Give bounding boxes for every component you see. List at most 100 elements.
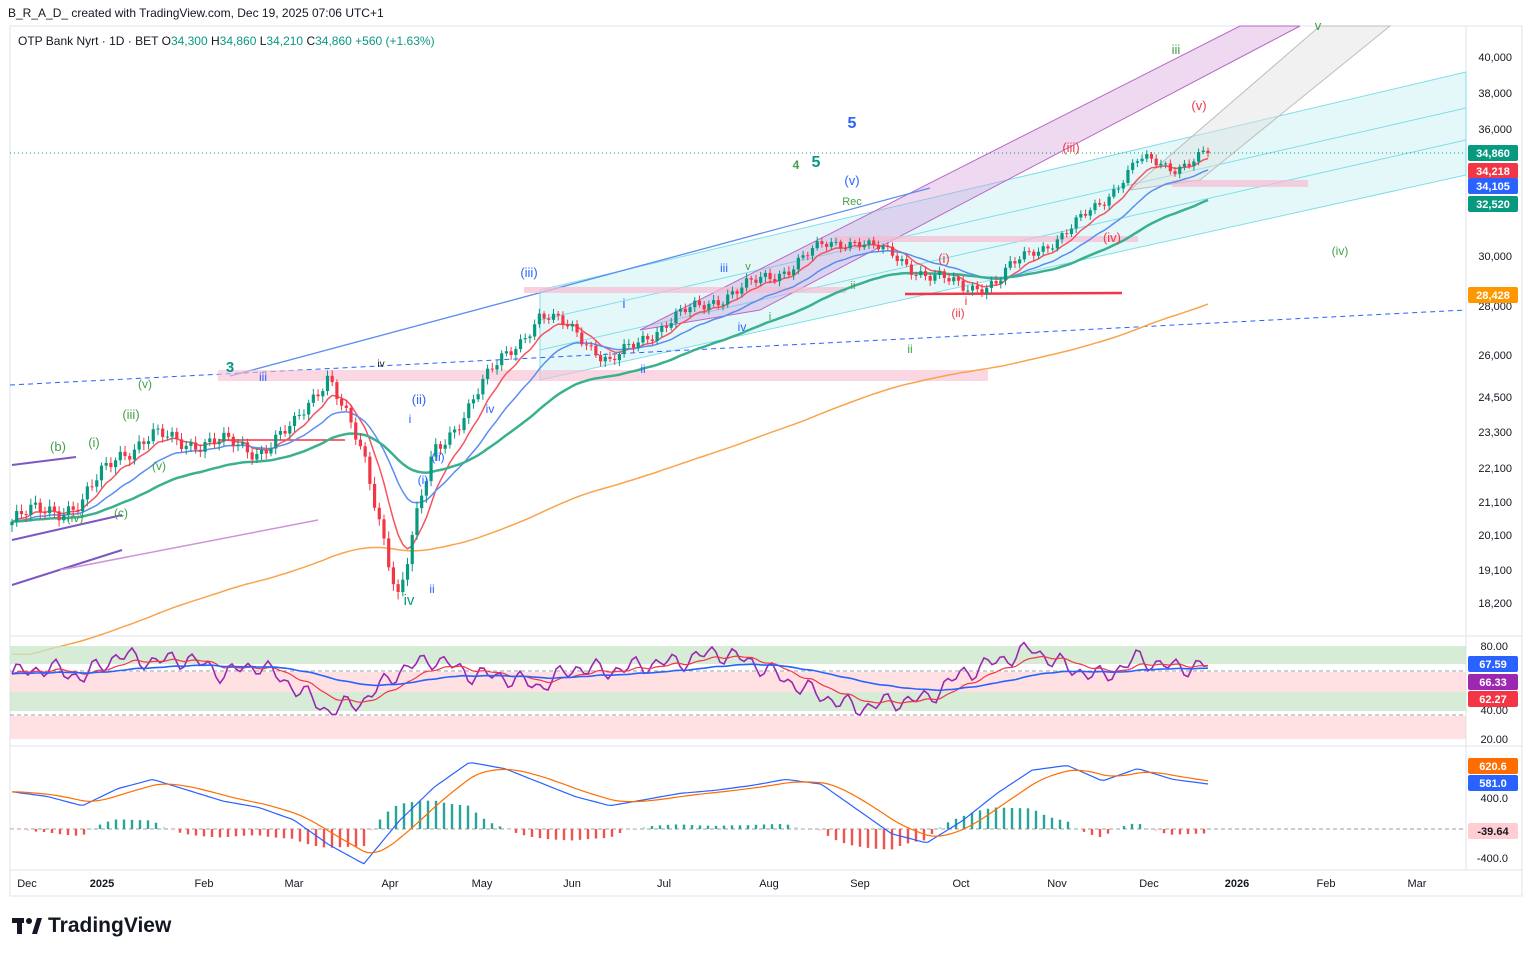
macd-histogram-bar xyxy=(1066,821,1070,829)
macd-histogram-bar xyxy=(26,829,30,831)
violet-line xyxy=(59,519,319,571)
macd-histogram-bar xyxy=(778,824,782,829)
macd-histogram-bar xyxy=(810,829,814,830)
wave-label: iv xyxy=(738,320,747,334)
price-tick-label: 19,100 xyxy=(1478,565,1512,577)
candle-body xyxy=(843,248,848,250)
candle-body xyxy=(19,510,24,515)
chart-canvas[interactable]: 40,000 38,000 36,000 30,000 28,000 26,000 24,5… xyxy=(0,0,1532,900)
macd-tick-label: 400.0 xyxy=(1480,793,1508,805)
price-tick-label: 20,100 xyxy=(1478,530,1512,542)
candle-body xyxy=(674,311,678,324)
candle-body xyxy=(900,259,904,262)
macd-histogram-bar xyxy=(666,824,670,829)
macd-histogram-bar xyxy=(610,829,614,837)
tradingview-logo-icon xyxy=(12,916,42,936)
candle-body xyxy=(52,506,56,512)
macd-histogram-bar xyxy=(90,828,94,830)
macd-histogram-bar xyxy=(194,829,198,836)
macd-histogram-bar xyxy=(698,825,702,829)
high-label: H xyxy=(211,34,220,48)
wave-label: 5 xyxy=(812,154,821,171)
candle-body xyxy=(311,394,315,403)
macd-histogram-bar xyxy=(162,827,166,829)
macd-histogram-bar xyxy=(1082,829,1086,832)
candle-body xyxy=(175,431,179,440)
macd-histogram-bar xyxy=(602,829,606,839)
macd-histogram-bar xyxy=(370,829,374,831)
candle-body xyxy=(744,278,749,288)
candle-body xyxy=(580,332,584,345)
macd-histogram-bar xyxy=(490,823,494,829)
candle-body xyxy=(989,281,994,288)
candle-body xyxy=(297,414,301,416)
candle-body xyxy=(344,405,348,408)
candle-body xyxy=(316,394,320,397)
time-tick-label: Mar xyxy=(285,878,304,890)
candle-body xyxy=(81,499,85,512)
open-value: 34,300 xyxy=(170,34,208,48)
candle-body xyxy=(198,449,202,452)
wave-label: 3 xyxy=(226,359,234,376)
candle-body xyxy=(801,255,805,258)
symbol-name[interactable]: OTP Bank Nyrt · 1D · BET xyxy=(18,34,159,48)
candle-body xyxy=(627,343,631,345)
candle-body xyxy=(274,434,278,449)
candle-body xyxy=(806,255,810,257)
candle-body xyxy=(886,246,890,248)
macd-histogram-bar xyxy=(962,815,966,829)
candle-body xyxy=(881,246,885,250)
macd-histogram-bar xyxy=(898,829,902,846)
macd-histogram-bar xyxy=(362,829,366,846)
time-axis[interactable]: Dec 2025 Feb Mar Apr May Jun Jul Aug Sep Oct Nov Dec… xyxy=(17,878,1427,890)
candle-body xyxy=(782,271,786,274)
candle-body xyxy=(128,456,132,460)
wave-label: (i) xyxy=(938,251,950,266)
candle-body xyxy=(584,344,589,346)
wave-label: ii xyxy=(851,280,856,292)
macd-histogram-bar xyxy=(18,829,22,831)
price-tick-label: 22,100 xyxy=(1478,463,1512,475)
candle-body xyxy=(1107,196,1111,206)
candle-body xyxy=(226,432,231,437)
candle-body xyxy=(161,428,165,438)
macd-histogram-bar xyxy=(1050,817,1054,829)
close-label: C xyxy=(306,34,316,48)
cyan-channel-mid xyxy=(539,107,1467,321)
candle-body xyxy=(1003,267,1008,281)
candle-body xyxy=(48,506,52,514)
candle-body xyxy=(156,428,160,430)
candle-body xyxy=(292,415,297,427)
time-tick-label: Jul xyxy=(657,878,671,890)
macd-histogram-bar xyxy=(994,807,998,829)
macd-histogram-bar xyxy=(722,825,726,829)
candle-body xyxy=(1060,233,1064,240)
macd-histogram-bar xyxy=(842,829,846,844)
macd-histogram-bar xyxy=(914,829,918,842)
macd-signal-line xyxy=(11,768,1209,854)
macd-histogram-bar xyxy=(266,829,270,837)
candle-body xyxy=(15,510,19,522)
candle-body xyxy=(938,271,942,275)
pink-zone-3 xyxy=(834,236,1138,242)
candle-body xyxy=(631,343,636,348)
tradingview-brand[interactable]: TradingView xyxy=(12,914,171,938)
wave-label: ii xyxy=(907,342,912,356)
wave-label: ii xyxy=(429,582,434,596)
macd-histogram-bar xyxy=(50,829,54,834)
candle-body xyxy=(1102,204,1107,206)
price-pane-drawings xyxy=(9,25,1467,586)
price-axis[interactable]: 40,000 38,000 36,000 30,000 28,000 26,000 24,5… xyxy=(1478,52,1512,610)
candle-body xyxy=(259,449,264,454)
macd-histogram-bar xyxy=(834,829,838,841)
candle-body xyxy=(71,506,75,510)
time-tick-label: Feb xyxy=(195,878,214,890)
price-label-text: 34,218 xyxy=(1476,166,1510,178)
macd-histogram-bar xyxy=(1194,829,1198,834)
candle-body xyxy=(151,429,155,442)
macd-histogram-bar xyxy=(458,804,462,829)
wave-label: (i) xyxy=(418,473,429,487)
wave-label: iii xyxy=(1172,42,1181,57)
candle-body xyxy=(99,465,104,481)
candle-body xyxy=(481,378,485,395)
